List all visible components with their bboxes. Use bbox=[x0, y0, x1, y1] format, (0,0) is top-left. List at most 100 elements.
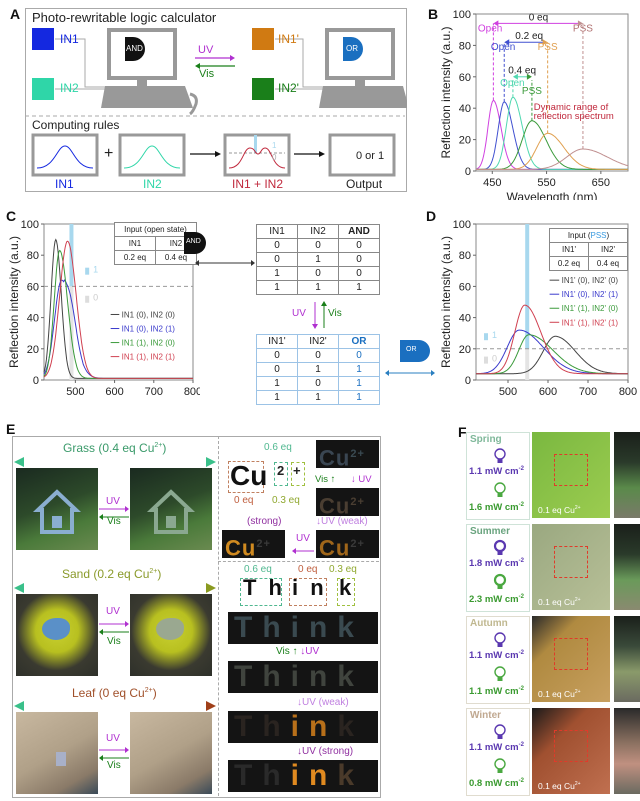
chart-annotation: 0 eq bbox=[529, 12, 548, 23]
input-pss-title: Input (PSS) bbox=[549, 228, 628, 243]
rule-sum-caption: IN1 + IN2 bbox=[232, 177, 284, 191]
in2-square bbox=[32, 78, 54, 100]
truth-cell: 1 bbox=[297, 252, 339, 267]
uv-lightbulb-icon bbox=[494, 448, 506, 463]
input-value-in2p: 0.4 eq bbox=[588, 256, 628, 271]
truth-cell: 0 bbox=[256, 348, 298, 363]
think-image-pss: Think bbox=[228, 661, 378, 693]
truth-cell: 0 bbox=[338, 252, 380, 267]
plot-frame bbox=[475, 223, 629, 381]
cu-uv-label: ↓ UV bbox=[351, 474, 372, 485]
x-tick-label: 550 bbox=[537, 177, 555, 189]
grass-double-arrow bbox=[14, 457, 216, 467]
sand-title: Sand (0.2 eq Cu2+) bbox=[62, 567, 162, 581]
y-tick-label: 60 bbox=[27, 281, 39, 293]
think-eq-03: 0.3 eq bbox=[329, 564, 357, 575]
plus-dashed-box bbox=[291, 462, 305, 486]
cu-weak-label: ↓UV (weak) bbox=[316, 516, 368, 527]
panel-label-a: A bbox=[10, 6, 21, 22]
or-gate-label: OR bbox=[346, 44, 358, 53]
photo-caption: 0.1 eq Cu2+ bbox=[538, 505, 581, 515]
input-value-in1: 0.2 eq bbox=[114, 250, 156, 265]
and-gate-mini: AND bbox=[170, 226, 232, 256]
y-tick-label: 80 bbox=[459, 40, 471, 52]
series-line bbox=[476, 335, 628, 375]
series-line bbox=[476, 148, 629, 170]
level-1-label: 1 bbox=[93, 264, 98, 274]
level-1-swatch bbox=[484, 333, 488, 341]
uv-lightbulb-icon bbox=[493, 539, 507, 555]
input-open-table: Input (open state) IN1 IN2 0.2 eq 0.4 eq bbox=[114, 222, 197, 265]
truth-cell: 1 bbox=[297, 362, 339, 377]
x-tick-label: 600 bbox=[539, 386, 557, 396]
cu-superscript-two: 2 bbox=[277, 463, 285, 478]
truth-cell: 1 bbox=[338, 280, 380, 295]
truth-cell: 0 bbox=[338, 266, 380, 281]
grass-camouflage-photo bbox=[614, 708, 640, 794]
y-tick-label: 0 bbox=[33, 375, 39, 387]
and-gate-icon bbox=[125, 37, 145, 61]
input-header-in1: IN1 bbox=[114, 236, 156, 251]
chart-annotation: Open bbox=[491, 42, 515, 53]
truth-cell: 0 bbox=[256, 252, 298, 267]
level-0: 0 bbox=[272, 153, 277, 162]
leaf-double-arrow bbox=[14, 701, 216, 711]
grass-vis-label: Vis bbox=[107, 516, 121, 527]
cu-vis-label: Vis ↑ bbox=[315, 474, 336, 485]
range-arrow-head bbox=[542, 39, 548, 46]
cu-eq-0: 0 eq bbox=[234, 495, 254, 506]
truth-header: OR bbox=[338, 334, 380, 349]
sand-photo-after bbox=[130, 594, 212, 676]
truth-cell: 1 bbox=[297, 280, 339, 295]
cu-uv-left-label: UV bbox=[296, 533, 310, 544]
grass-photo-after bbox=[130, 468, 212, 550]
level-1-label: 1 bbox=[492, 330, 497, 340]
y-tick-label: 100 bbox=[453, 219, 471, 231]
y-axis-label: Reflection intensity (a.u.) bbox=[439, 236, 453, 368]
truth-cell: 0 bbox=[297, 238, 339, 253]
legend-entry: IN1' (0), IN2' (0) bbox=[562, 276, 619, 285]
vis-vertical-label: Vis bbox=[328, 308, 342, 319]
plus-sign: + bbox=[104, 145, 114, 162]
legend-entry: IN1 (0), IN2 (0) bbox=[122, 310, 176, 319]
leaf-photo-before bbox=[16, 712, 98, 794]
sand-double-arrow bbox=[14, 583, 216, 593]
grass-camouflage-photo bbox=[614, 616, 640, 702]
input-header-in2p: IN2' bbox=[588, 242, 628, 257]
truth-cell: 0 bbox=[338, 238, 380, 253]
y-tick-label: 40 bbox=[459, 313, 471, 325]
panel-e-divider bbox=[218, 436, 219, 796]
truth-cell: 0 bbox=[297, 348, 339, 363]
uv-label: UV bbox=[198, 44, 214, 56]
series-line bbox=[476, 329, 628, 375]
y-tick-label: 60 bbox=[459, 72, 471, 84]
truth-cell: 1 bbox=[297, 390, 339, 405]
x-tick-label: 800 bbox=[619, 386, 637, 396]
panel-label-b: B bbox=[428, 6, 439, 22]
cu-image-strong: Cu2+ bbox=[222, 530, 285, 558]
think-in: i n bbox=[292, 575, 327, 600]
chart-annotation: PSS bbox=[538, 42, 558, 53]
think-th: T h bbox=[243, 575, 285, 600]
legend-entry: IN1' (0), IN2' (1) bbox=[562, 290, 619, 299]
truth-header: IN2 bbox=[297, 224, 339, 239]
panel-label-d: D bbox=[426, 208, 437, 224]
truth-cell: 1 bbox=[256, 376, 298, 391]
rules-title: Computing rules bbox=[32, 118, 120, 132]
y-tick-label: 100 bbox=[453, 9, 471, 21]
y-tick-label: 100 bbox=[21, 219, 39, 231]
sand-uv-vis-arrows bbox=[99, 621, 129, 635]
cu-think-divider bbox=[218, 561, 379, 562]
y-axis-label: Reflection intensity (a.u.) bbox=[7, 236, 21, 368]
in-dashed-box bbox=[289, 578, 327, 606]
vis-power: 1.6 mW cm-2 bbox=[469, 502, 524, 514]
grass-camouflage-photo bbox=[614, 524, 640, 610]
in2p-label: IN2' bbox=[278, 81, 299, 95]
x-tick-label: 800 bbox=[184, 386, 200, 396]
think-vis-uv-label: Vis ↑ ↓UV bbox=[276, 646, 320, 657]
panel-label-e: E bbox=[6, 421, 16, 437]
uv-power: 1.1 mW cm-2 bbox=[469, 742, 524, 754]
